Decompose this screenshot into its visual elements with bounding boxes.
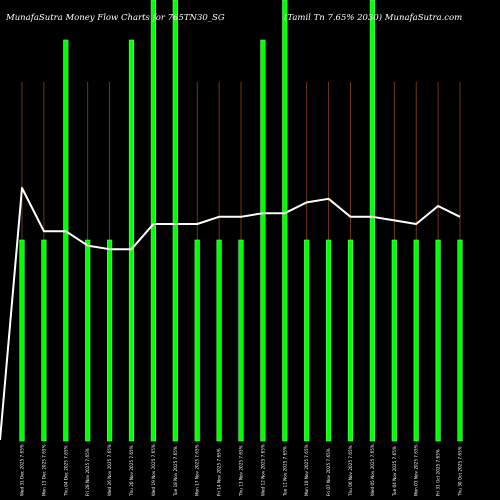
- volume-bar: [19, 239, 25, 442]
- x-tick-label: Thu 13 Nov 2025 7.65%: [239, 445, 244, 497]
- volume-bar: [150, 0, 157, 442]
- volume-bar: [216, 239, 222, 442]
- x-tick-label: Fri 14 Nov 2025 7.65%: [217, 448, 222, 496]
- chart-title-right: (Tamil Tn 7.65% 2030) MunafaSutra.com: [284, 12, 462, 23]
- volume-bar: [41, 239, 47, 442]
- volume-bar: [128, 39, 135, 442]
- volume-bar: [260, 39, 266, 442]
- x-tick-label: Fri 28 Nov 2025 7.65%: [85, 448, 90, 496]
- chart-title-left: MunafaSutra Money Flow Charts for 765TN3…: [5, 13, 225, 23]
- x-tick-label: Wed 19 Nov 2025 7.65%: [151, 444, 156, 496]
- x-tick-label: Mon 17 Nov 2025 7.65%: [195, 444, 200, 496]
- x-tick-label: Mon 15 Dec 2025 7.65%: [41, 444, 46, 496]
- volume-bar: [304, 239, 310, 442]
- x-tick-label: Tue 04 Nov 2025 7.65%: [392, 446, 397, 497]
- volume-bar: [369, 0, 376, 442]
- x-tick-label: Wed 05 Nov 2025 7.65%: [370, 444, 375, 496]
- volume-bar: [63, 39, 69, 442]
- volume-bars: [19, 0, 463, 442]
- volume-bar: [172, 0, 178, 442]
- x-tick-label: Tue 11 Nov 2025 7.65%: [282, 446, 287, 497]
- x-tick-label: Mon 03 Nov 2025 7.65%: [414, 444, 419, 496]
- x-tick-label: Thu 30 Oct 2025 7.65%: [458, 446, 463, 497]
- x-tick-label: Thu 06 Nov 2025 7.65%: [348, 445, 353, 497]
- volume-bar: [325, 239, 332, 442]
- x-tick-label: Wed 31 Dec 2025 7.65%: [20, 444, 25, 496]
- volume-bar: [347, 239, 354, 442]
- volume-bar: [194, 239, 200, 442]
- x-tick-label: Fri 31 Oct 2025 7.65%: [436, 449, 441, 496]
- volume-bar: [85, 239, 91, 442]
- money-flow-polyline: [0, 187, 461, 441]
- volume-bar: [107, 239, 113, 442]
- x-tick-label: Fri 07 Nov 2025 7.65%: [326, 448, 331, 496]
- volume-bar: [282, 0, 288, 442]
- x-tick-label: Mon 10 Nov 2025 7.65%: [304, 444, 309, 496]
- x-tick-label: Wed 12 Nov 2025 7.65%: [260, 444, 265, 496]
- x-tick-label: Wed 26 Nov 2025 7.65%: [107, 444, 112, 496]
- volume-bar: [413, 239, 419, 442]
- x-tick-label: Thu 20 Nov 2025 7.65%: [129, 445, 134, 497]
- volume-bar: [238, 239, 244, 442]
- volume-bar: [391, 239, 397, 442]
- money-flow-line: [0, 187, 461, 441]
- x-tick-label: Tue 18 Nov 2025 7.65%: [173, 446, 178, 497]
- volume-bar: [435, 239, 441, 442]
- volume-bar: [457, 239, 463, 442]
- x-tick-label: Thu 04 Dec 2025 7.65%: [63, 445, 68, 497]
- x-tick-labels: Wed 31 Dec 2025 7.65% Mon 15 Dec 2025 7.6…: [20, 444, 463, 497]
